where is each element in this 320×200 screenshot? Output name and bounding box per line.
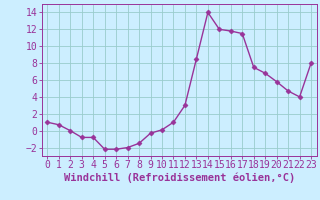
X-axis label: Windchill (Refroidissement éolien,°C): Windchill (Refroidissement éolien,°C) — [64, 173, 295, 183]
